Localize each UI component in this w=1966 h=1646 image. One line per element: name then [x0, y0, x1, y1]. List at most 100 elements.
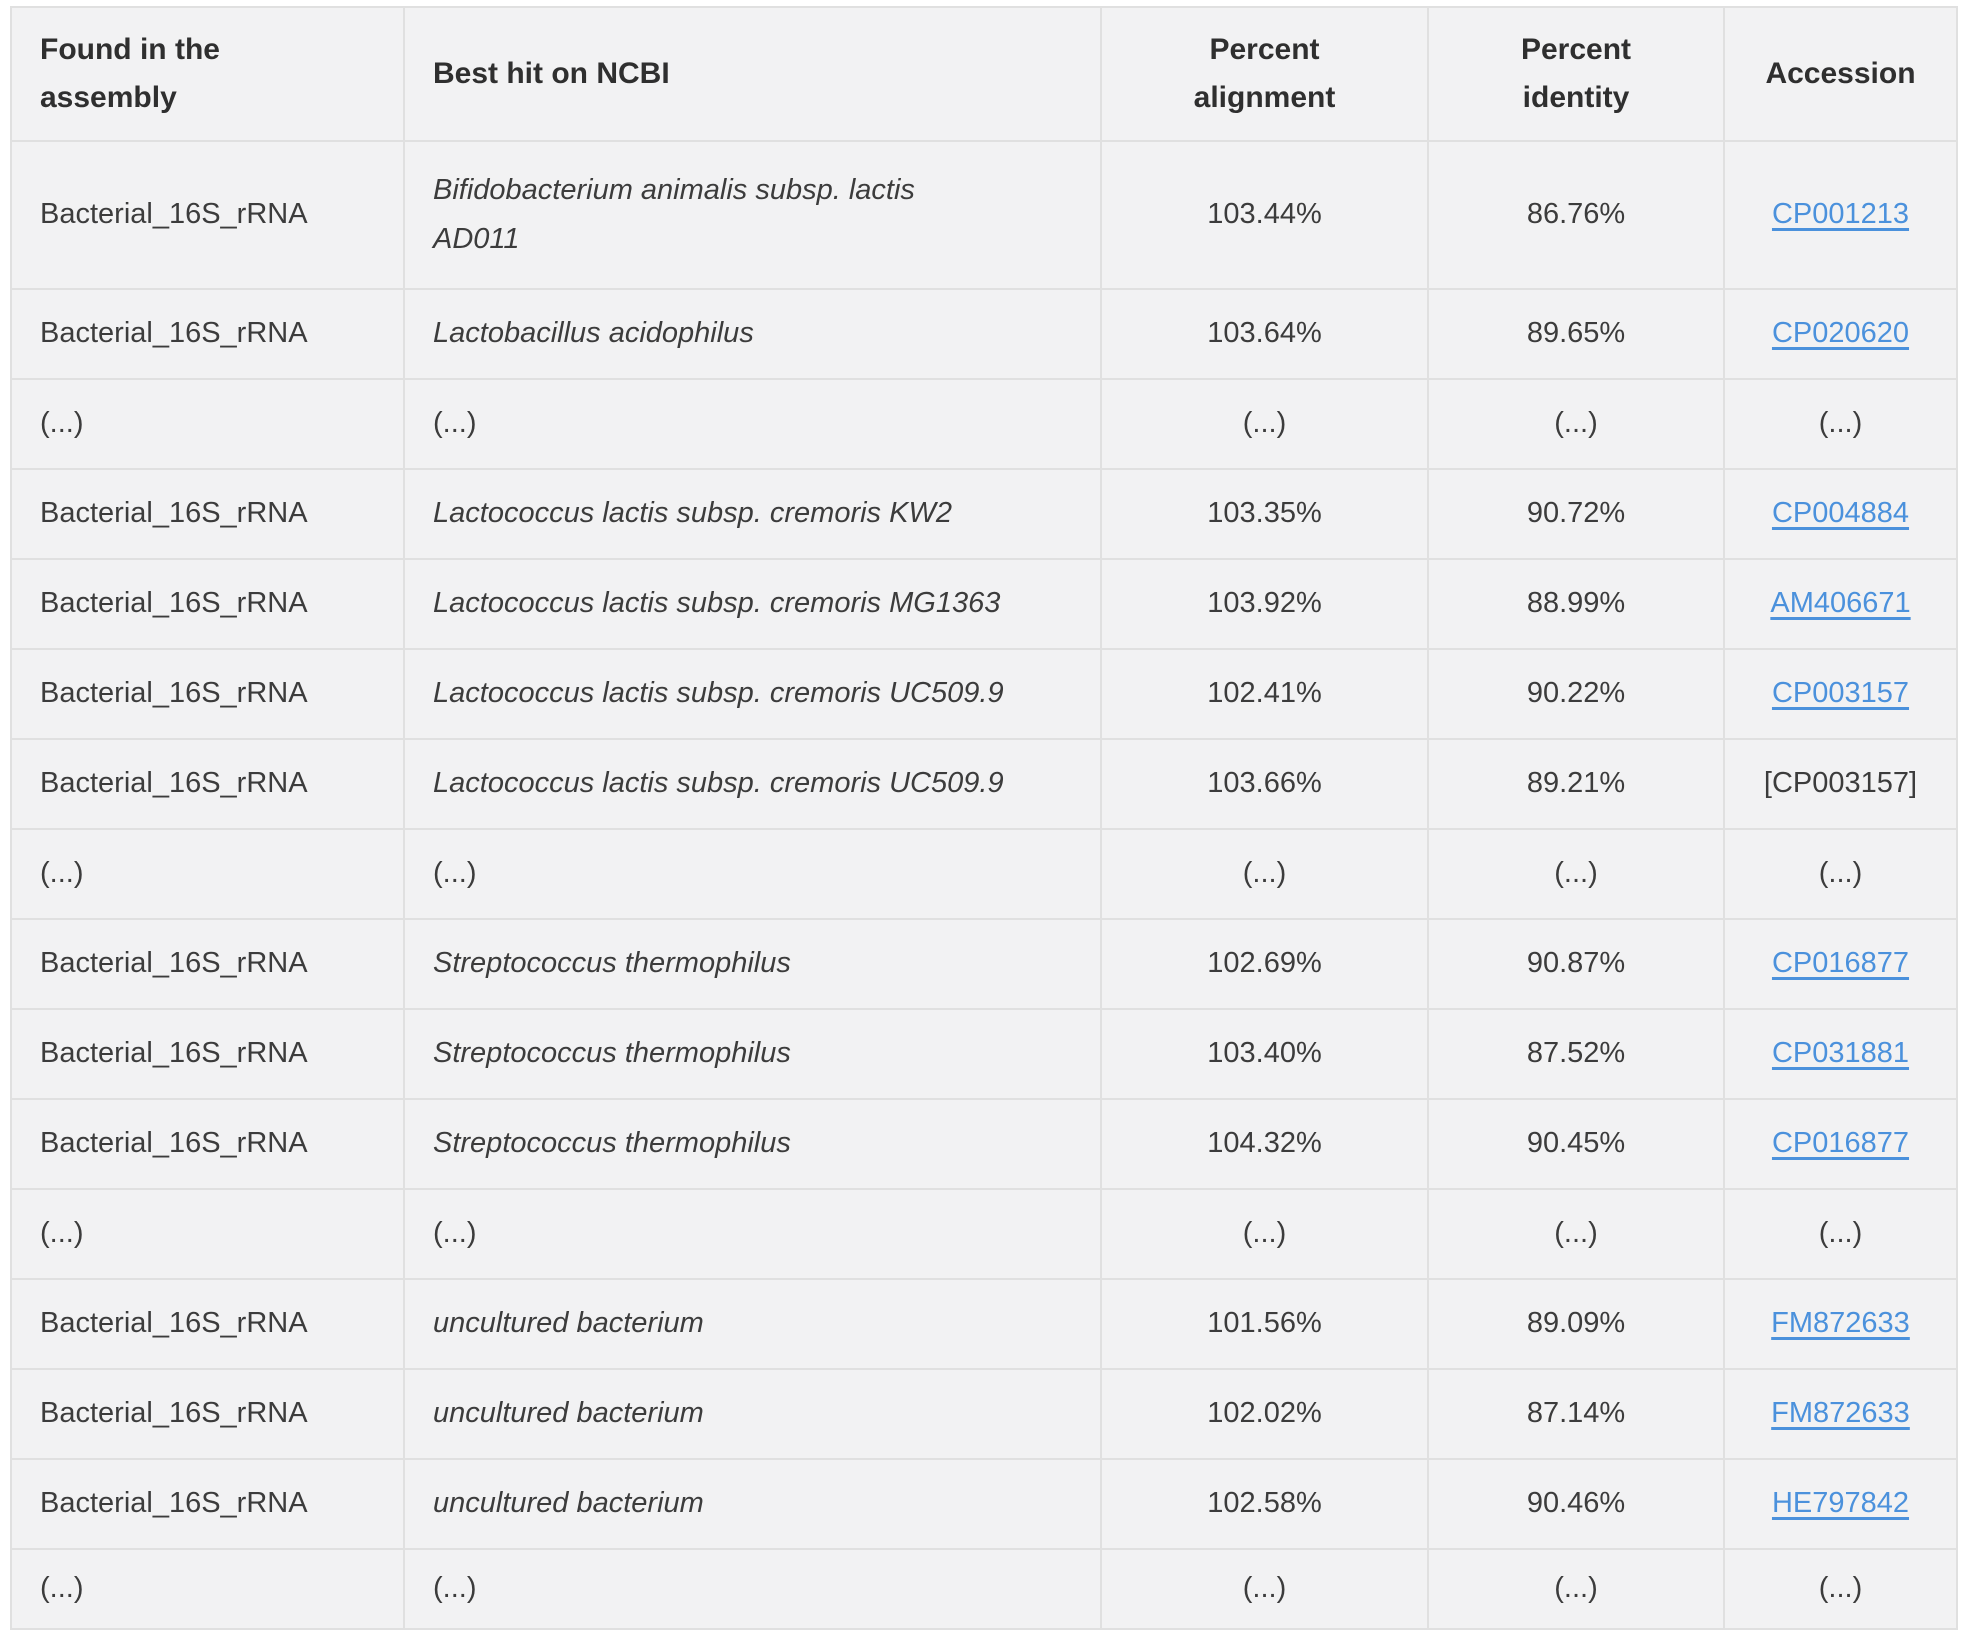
best-hit-cell: (...) [403, 828, 1102, 920]
assembly-cell: Bacterial_16S_rRNA [10, 1458, 405, 1550]
column-header-best-hit-ncbi: Best hit on NCBI [403, 6, 1102, 142]
assembly-cell: Bacterial_16S_rRNA [10, 738, 405, 830]
alignment-cell: 103.35% [1100, 468, 1429, 560]
accession-link[interactable]: CP003157 [1771, 677, 1910, 710]
assembly-cell: Bacterial_16S_rRNA [10, 1008, 405, 1100]
accession-link[interactable]: AM406671 [1770, 587, 1911, 620]
assembly-cell: Bacterial_16S_rRNA [10, 468, 405, 560]
assembly-cell: (...) [10, 828, 405, 920]
accession-link[interactable]: CP004884 [1771, 497, 1910, 530]
identity-cell: 87.14% [1427, 1368, 1725, 1460]
accession-cell: CP016877 [1723, 918, 1958, 1010]
best-hit-cell: Streptococcus thermophilus [403, 1008, 1102, 1100]
accession-link[interactable]: CP031881 [1771, 1037, 1910, 1070]
alignment-cell: 102.41% [1100, 648, 1429, 740]
accession-link[interactable]: CP016877 [1771, 1127, 1910, 1160]
assembly-cell: (...) [10, 1548, 405, 1630]
accession-cell: (...) [1723, 1548, 1958, 1630]
identity-cell: 86.76% [1427, 140, 1725, 290]
best-hit-cell: (...) [403, 1188, 1102, 1280]
best-hit-cell: uncultured bacterium [403, 1368, 1102, 1460]
blast-hits-table-container: Found in the assembly Best hit on NCBI P… [10, 6, 1958, 1630]
assembly-cell: Bacterial_16S_rRNA [10, 648, 405, 740]
alignment-cell: 103.44% [1100, 140, 1429, 290]
accession-link[interactable]: CP001213 [1771, 198, 1910, 231]
alignment-cell: 103.40% [1100, 1008, 1429, 1100]
assembly-cell: Bacterial_16S_rRNA [10, 918, 405, 1010]
assembly-cell: Bacterial_16S_rRNA [10, 1278, 405, 1370]
best-hit-cell: uncultured bacterium [403, 1458, 1102, 1550]
accession-cell: FM872633 [1723, 1278, 1958, 1370]
accession-link[interactable]: HE797842 [1771, 1487, 1910, 1520]
accession-cell: HE797842 [1723, 1458, 1958, 1550]
table-row: Bacterial_16S_rRNA Streptococcus thermop… [10, 1008, 1958, 1100]
table-row: Bacterial_16S_rRNA Streptococcus thermop… [10, 1098, 1958, 1190]
alignment-cell: 103.64% [1100, 288, 1429, 380]
blast-hits-table: Found in the assembly Best hit on NCBI P… [10, 6, 1958, 1630]
best-hit-cell: (...) [403, 1548, 1102, 1630]
identity-cell: (...) [1427, 1548, 1725, 1630]
assembly-cell: Bacterial_16S_rRNA [10, 1098, 405, 1190]
alignment-cell: 102.02% [1100, 1368, 1429, 1460]
best-hit-cell: Lactobacillus acidophilus [403, 288, 1102, 380]
best-hit-cell: Streptococcus thermophilus [403, 1098, 1102, 1190]
accession-cell: (...) [1723, 1188, 1958, 1280]
accession-link[interactable]: FM872633 [1771, 1307, 1910, 1340]
best-hit-cell: (...) [403, 378, 1102, 470]
identity-cell: 90.22% [1427, 648, 1725, 740]
assembly-cell: Bacterial_16S_rRNA [10, 288, 405, 380]
table-row: Bacterial_16S_rRNA uncultured bacterium … [10, 1458, 1958, 1550]
accession-cell: CP001213 [1723, 140, 1958, 290]
accession-cell: CP003157 [1723, 648, 1958, 740]
alignment-cell: 103.92% [1100, 558, 1429, 650]
table-row: Bacterial_16S_rRNA Bifidobacterium anima… [10, 140, 1958, 290]
best-hit-cell: Streptococcus thermophilus [403, 918, 1102, 1010]
alignment-cell: (...) [1100, 1188, 1429, 1280]
accession-link[interactable]: CP020620 [1771, 317, 1910, 350]
assembly-cell: (...) [10, 378, 405, 470]
accession-cell: CP004884 [1723, 468, 1958, 560]
accession-cell: CP031881 [1723, 1008, 1958, 1100]
best-hit-cell: Lactococcus lactis subsp. cremoris KW2 [403, 468, 1102, 560]
alignment-cell: (...) [1100, 828, 1429, 920]
accession-cell: AM406671 [1723, 558, 1958, 650]
identity-cell: 90.46% [1427, 1458, 1725, 1550]
table-row-ellipsis: (...) (...) (...) (...) (...) [10, 1548, 1958, 1630]
table-header-row: Found in the assembly Best hit on NCBI P… [10, 6, 1958, 142]
table-row: Bacterial_16S_rRNA Lactobacillus acidoph… [10, 288, 1958, 380]
table-row-ellipsis: (...) (...) (...) (...) (...) [10, 378, 1958, 470]
assembly-cell: Bacterial_16S_rRNA [10, 558, 405, 650]
identity-cell: (...) [1427, 828, 1725, 920]
best-hit-cell: Bifidobacterium animalis subsp. lactis A… [403, 140, 1102, 290]
identity-cell: 90.87% [1427, 918, 1725, 1010]
alignment-cell: (...) [1100, 1548, 1429, 1630]
accession-cell: CP016877 [1723, 1098, 1958, 1190]
table-row: Bacterial_16S_rRNA Streptococcus thermop… [10, 918, 1958, 1010]
best-hit-cell: Lactococcus lactis subsp. cremoris UC509… [403, 648, 1102, 740]
accession-cell-bracketed: [CP003157] [1723, 738, 1958, 830]
column-header-found-in-assembly: Found in the assembly [10, 6, 405, 142]
best-hit-cell: uncultured bacterium [403, 1278, 1102, 1370]
accession-link[interactable]: CP016877 [1771, 947, 1910, 980]
column-header-accession: Accession [1723, 6, 1958, 142]
assembly-cell: (...) [10, 1188, 405, 1280]
identity-cell: 90.45% [1427, 1098, 1725, 1190]
identity-cell: (...) [1427, 1188, 1725, 1280]
identity-cell: (...) [1427, 378, 1725, 470]
table-row: Bacterial_16S_rRNA Lactococcus lactis su… [10, 558, 1958, 650]
identity-cell: 89.21% [1427, 738, 1725, 830]
column-header-percent-identity: Percent identity [1427, 6, 1725, 142]
table-row: Bacterial_16S_rRNA uncultured bacterium … [10, 1368, 1958, 1460]
alignment-cell: 104.32% [1100, 1098, 1429, 1190]
accession-cell: CP020620 [1723, 288, 1958, 380]
identity-cell: 90.72% [1427, 468, 1725, 560]
alignment-cell: 103.66% [1100, 738, 1429, 830]
accession-link[interactable]: FM872633 [1771, 1397, 1910, 1430]
identity-cell: 88.99% [1427, 558, 1725, 650]
identity-cell: 87.52% [1427, 1008, 1725, 1100]
table-row: Bacterial_16S_rRNA uncultured bacterium … [10, 1278, 1958, 1370]
accession-cell: (...) [1723, 378, 1958, 470]
table-row-ellipsis: (...) (...) (...) (...) (...) [10, 1188, 1958, 1280]
accession-cell: FM872633 [1723, 1368, 1958, 1460]
accession-cell: (...) [1723, 828, 1958, 920]
